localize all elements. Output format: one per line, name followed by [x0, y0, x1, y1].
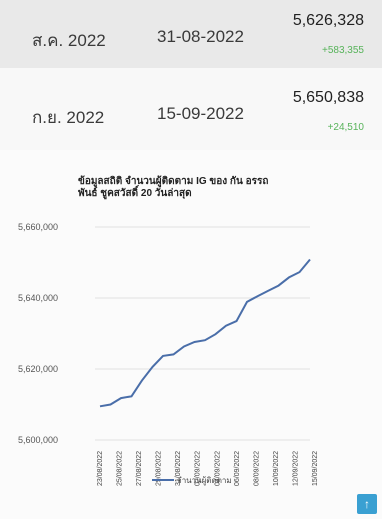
x-tick-label: 25/08/2022 [117, 451, 124, 486]
row-date: 15-09-2022 [157, 104, 244, 123]
follower-chart-card: ข้อมูลสถิติ จำนวนผู้ติดตาม IG ของ กัน อร… [0, 150, 382, 519]
scroll-to-top-button[interactable]: ↑ [357, 494, 377, 514]
row-follower-delta: +24,510 [327, 122, 364, 133]
x-tick-label: 31/08/2022 [175, 451, 182, 486]
monthly-row: ส.ค. 2022 31-08-2022 5,626,328 +583,355 [0, 0, 382, 69]
row-follower-delta: +583,355 [322, 45, 364, 56]
y-tick-label: 5,620,000 [18, 364, 58, 374]
row-follower-total: 5,626,328 [292, 12, 364, 29]
x-tick-label: 15/09/2022 [312, 451, 319, 486]
chart-title: ข้อมูลสถิติ จำนวนผู้ติดตาม IG ของ กัน อร… [78, 176, 269, 199]
arrow-up-icon: ↑ [364, 497, 370, 511]
x-tick-label: 12/09/2022 [292, 451, 299, 486]
x-tick-label: 10/09/2022 [273, 451, 280, 486]
row-follower-total: 5,650,838 [292, 89, 364, 106]
x-tick-label: 08/09/2022 [253, 451, 260, 486]
x-tick-label: 27/08/2022 [136, 451, 143, 486]
x-tick-label: 04/09/2022 [214, 451, 221, 486]
legend-label: จำนวนผู้ติดตาม [177, 476, 232, 486]
row-month: ส.ค. 2022 [32, 31, 106, 50]
x-tick-label: 02/09/2022 [195, 451, 202, 486]
x-tick-label: 23/08/2022 [97, 451, 104, 486]
y-tick-label: 5,640,000 [18, 293, 58, 303]
series-line [99, 258, 311, 408]
x-tick-label: 29/08/2022 [156, 451, 163, 486]
y-tick-label: 5,600,000 [18, 435, 58, 445]
follower-line-chart: 5,600,000 5,620,000 5,640,000 5,660,000 23/0… [18, 222, 319, 486]
x-tick-label: 06/09/2022 [234, 451, 241, 486]
y-tick-label: 5,660,000 [18, 222, 58, 232]
monthly-row: ก.ย. 2022 15-09-2022 5,650,838 +24,510 [0, 68, 382, 151]
row-date: 31-08-2022 [157, 27, 244, 46]
row-month: ก.ย. 2022 [32, 108, 105, 127]
